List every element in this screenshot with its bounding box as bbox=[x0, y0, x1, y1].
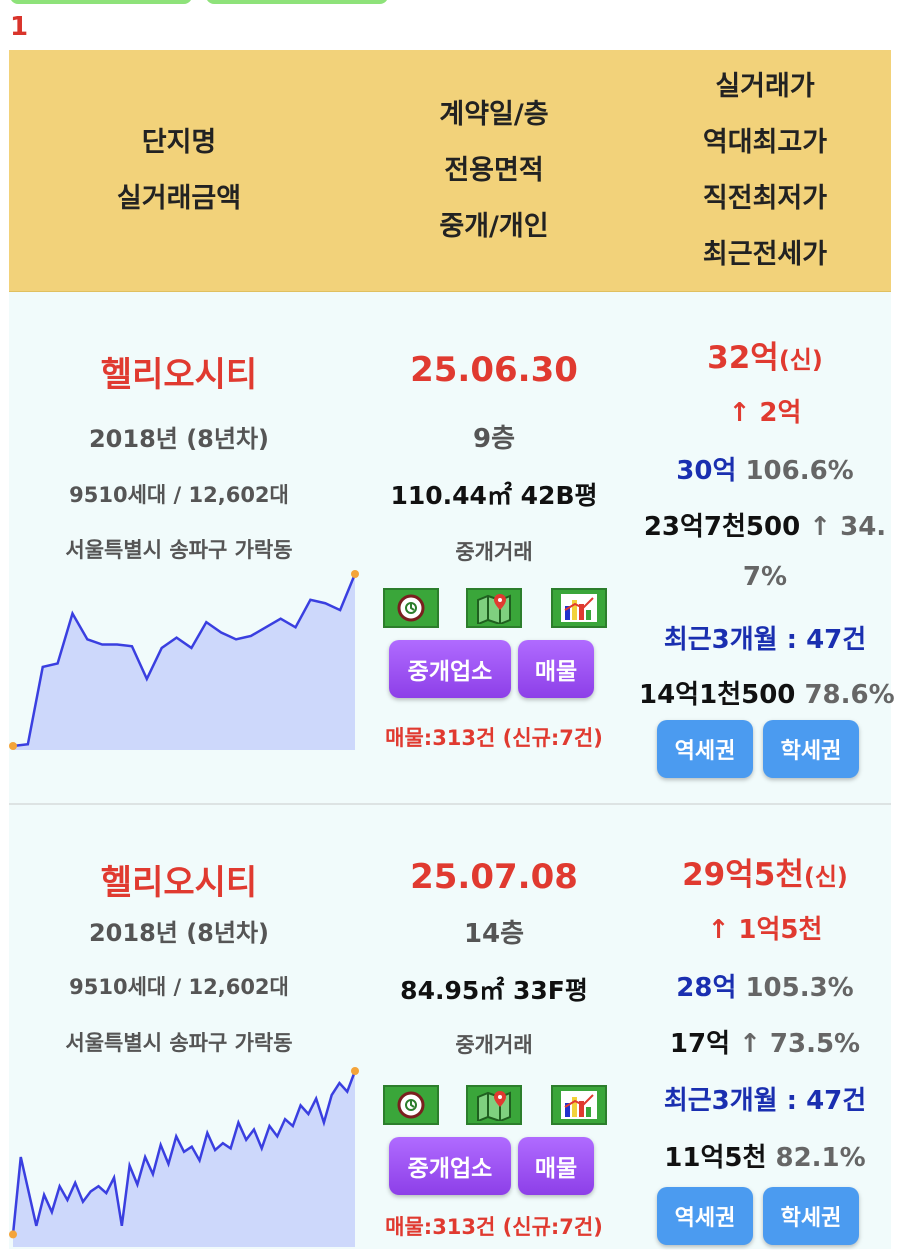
page-number: 1 bbox=[10, 12, 29, 42]
listing-count: 매물:313건 (신규:7건) bbox=[385, 726, 603, 750]
new-tag: (신) bbox=[778, 346, 823, 374]
header-col-complex: 단지명 실거래금액 bbox=[9, 50, 349, 292]
high-price: 30억 bbox=[676, 456, 737, 486]
build-year: 2018년 (8년차) bbox=[88, 425, 270, 453]
header-col-price: 실거래가 역대최고가 직전최저가 최근전세가 bbox=[639, 50, 891, 292]
header-label: 계약일/층 bbox=[439, 99, 549, 130]
low-price: 17억 bbox=[669, 1029, 730, 1059]
listing-count: 매물:313건 (신규:7건) bbox=[385, 1215, 603, 1239]
trade-price-value: 32억 bbox=[707, 340, 779, 376]
school-area-button[interactable]: 학세권 bbox=[763, 1187, 859, 1245]
jeonse-price: 11억5천 82.1% bbox=[639, 1137, 891, 1174]
low-pct-cont: 7% bbox=[742, 562, 788, 592]
trend-area bbox=[13, 574, 355, 750]
price-cell: 29억5천(신) ↑ 1억5천 28억 105.3% 17억 ↑ 73.5% 최… bbox=[639, 805, 891, 1249]
price-change: ↑ 1억5천 bbox=[707, 915, 823, 945]
trade-price: 29억5천(신) bbox=[639, 849, 891, 894]
table-header: 단지명 실거래금액 계약일/층 전용면적 중개/개인 실거래가 역대최고가 직전… bbox=[9, 50, 891, 292]
recent-count: 최근3개월 : 47건 bbox=[663, 1086, 867, 1116]
map-icon[interactable] bbox=[466, 588, 522, 628]
header-label: 단지명 bbox=[141, 127, 217, 158]
previous-low: 17억 ↑ 73.5% bbox=[639, 1023, 891, 1060]
trade-price: 32억(신) bbox=[639, 332, 891, 377]
price-cell: 32억(신) ↑ 2억 30억 106.6% 23억7천500 ↑ 34. 7%… bbox=[639, 292, 895, 805]
price-trend-chart bbox=[9, 570, 359, 750]
all-time-high: 28억 105.3% bbox=[639, 967, 891, 1004]
table-row[interactable]: 헬리오시티 2018년 (8년차) 9510세대 / 12,602대 서울특별시… bbox=[9, 805, 891, 1249]
area: 110.44㎡ 42B평 bbox=[390, 481, 598, 510]
build-year: 2018년 (8년차) bbox=[88, 919, 270, 947]
top-strip bbox=[0, 0, 900, 10]
complex-cell: 헬리오시티 2018년 (8년차) 9510세대 / 12,602대 서울특별시… bbox=[9, 292, 359, 805]
high-price: 28억 bbox=[676, 973, 737, 1003]
high-pct: 106.6% bbox=[745, 456, 854, 486]
contract-date: 25.06.30 bbox=[410, 350, 578, 390]
jeonse-pct: 82.1% bbox=[775, 1143, 866, 1173]
address: 서울특별시 송파구 가락동 bbox=[65, 1031, 293, 1055]
filter-pill-2[interactable] bbox=[206, 0, 388, 4]
clock-icon[interactable] bbox=[383, 588, 439, 628]
trend-line bbox=[11, 1070, 357, 1235]
trend-line bbox=[12, 573, 357, 748]
trend-start-point bbox=[9, 1230, 17, 1239]
deal-type: 중개거래 bbox=[455, 540, 533, 564]
bar-chart-icon[interactable] bbox=[551, 588, 607, 628]
trend-end-point bbox=[351, 1067, 359, 1075]
header-label: 실거래가 bbox=[715, 71, 815, 102]
households: 9510세대 / 12,602대 bbox=[69, 975, 289, 999]
header-label: 최근전세가 bbox=[702, 239, 828, 270]
jeonse-value: 14억1천500 bbox=[639, 680, 796, 710]
contract-cell: 25.06.30 9층 110.44㎡ 42B평 중개거래 중개업소 매물 매물… bbox=[349, 292, 639, 805]
contract-cell: 25.07.08 14층 84.95㎡ 33F평 중개거래 중개업소 매물 매물… bbox=[349, 805, 639, 1249]
bar-chart-icon[interactable] bbox=[551, 1085, 607, 1125]
clock-icon[interactable] bbox=[383, 1085, 439, 1125]
previous-low-cont: 7% bbox=[639, 562, 891, 592]
agency-button[interactable]: 중개업소 bbox=[389, 1137, 511, 1195]
complex-name[interactable]: 헬리오시티 bbox=[100, 863, 258, 903]
school-area-button[interactable]: 학세권 bbox=[763, 720, 859, 778]
previous-low: 23억7천500 ↑ 34. bbox=[639, 506, 891, 543]
header-label: 직전최저가 bbox=[702, 183, 828, 214]
contract-date: 25.07.08 bbox=[410, 857, 578, 897]
low-pct: ↑ 73.5% bbox=[739, 1029, 861, 1059]
filter-pill-1[interactable] bbox=[10, 0, 192, 4]
complex-name[interactable]: 헬리오시티 bbox=[100, 355, 258, 395]
header-label: 실거래금액 bbox=[116, 183, 242, 214]
floor: 14층 bbox=[463, 919, 525, 949]
complex-cell: 헬리오시티 2018년 (8년차) 9510세대 / 12,602대 서울특별시… bbox=[9, 805, 359, 1249]
households: 9510세대 / 12,602대 bbox=[69, 483, 289, 507]
low-pct: ↑ 34. bbox=[809, 512, 887, 542]
low-price: 23억7천500 bbox=[643, 512, 801, 542]
header-label: 중개/개인 bbox=[439, 211, 549, 242]
table-row[interactable]: 헬리오시티 2018년 (8년차) 9510세대 / 12,602대 서울특별시… bbox=[9, 292, 895, 805]
all-time-high: 30억 106.6% bbox=[639, 450, 891, 487]
jeonse-pct: 78.6% bbox=[804, 680, 895, 710]
price-trend-chart bbox=[9, 1067, 359, 1247]
deal-type: 중개거래 bbox=[455, 1033, 533, 1057]
header-label: 역대최고가 bbox=[702, 127, 828, 158]
jeonse-value: 11억5천 bbox=[664, 1143, 767, 1173]
transaction-table: 단지명 실거래금액 계약일/층 전용면적 중개/개인 실거래가 역대최고가 직전… bbox=[9, 50, 895, 1249]
new-tag: (신) bbox=[803, 863, 848, 891]
trade-price-value: 29억5천 bbox=[682, 857, 804, 893]
listing-button[interactable]: 매물 bbox=[518, 640, 594, 698]
address: 서울특별시 송파구 가락동 bbox=[65, 538, 293, 562]
station-area-button[interactable]: 역세권 bbox=[657, 1187, 753, 1245]
header-col-contract: 계약일/층 전용면적 중개/개인 bbox=[349, 50, 639, 292]
trend-start-point bbox=[9, 742, 17, 750]
high-pct: 105.3% bbox=[745, 973, 854, 1003]
trend-end-point bbox=[351, 570, 359, 578]
map-icon[interactable] bbox=[466, 1085, 522, 1125]
header-label: 전용면적 bbox=[444, 155, 544, 186]
jeonse-price: 14억1천500 78.6% bbox=[639, 674, 895, 711]
area: 84.95㎡ 33F평 bbox=[400, 976, 588, 1005]
listing-button[interactable]: 매물 bbox=[518, 1137, 594, 1195]
trend-area bbox=[13, 1071, 355, 1247]
agency-button[interactable]: 중개업소 bbox=[389, 640, 511, 698]
floor: 9층 bbox=[472, 424, 515, 454]
price-change: ↑ 2억 bbox=[728, 398, 802, 428]
recent-count: 최근3개월 : 47건 bbox=[663, 625, 867, 655]
station-area-button[interactable]: 역세권 bbox=[657, 720, 753, 778]
